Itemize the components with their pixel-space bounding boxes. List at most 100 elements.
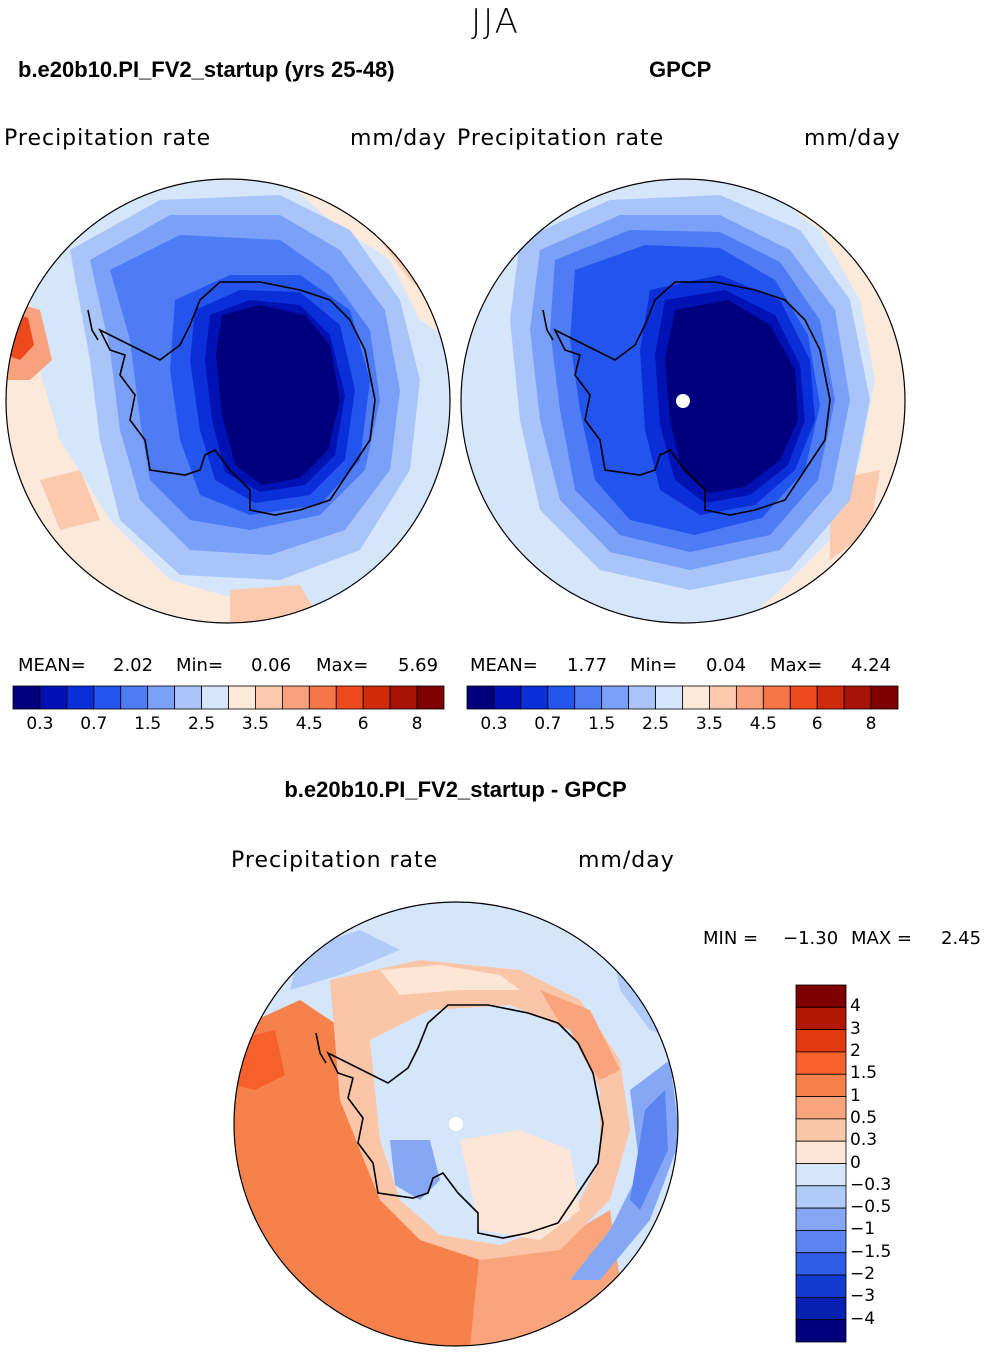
difference-colorbar-tick-label: 0.3 <box>850 1130 878 1151</box>
difference-colorbar-tick-label: 0 <box>850 1152 861 1173</box>
model-colorbar-cell <box>120 685 149 710</box>
obs-colorbar-tick-label: 0.7 <box>534 714 562 734</box>
difference-colorbar-cell <box>795 1029 847 1053</box>
obs-colorbar-cell <box>493 685 522 710</box>
model-min-label: Min= <box>176 655 224 676</box>
season-title: JJA <box>471 2 520 42</box>
obs-variable-label: Precipitation rate <box>457 126 665 151</box>
model-units-label: mm/day <box>350 126 447 151</box>
difference-colorbar-cell <box>795 1140 847 1164</box>
obs-colorbar-tick-label: 0.3 <box>480 714 508 734</box>
model-colorbar-cell <box>255 685 283 710</box>
obs-colorbar-cell <box>601 685 630 710</box>
obs-panel-title: GPCP <box>649 57 712 82</box>
model-colorbar-cell <box>281 685 310 710</box>
model-colorbar-cell <box>66 685 95 710</box>
model-mean-label: MEAN= <box>18 655 86 676</box>
difference-colorbar-cell <box>795 1185 847 1209</box>
model-colorbar-tick-label: 6 <box>357 714 369 734</box>
difference-panel-title: b.e20b10.PI_FV2_startup - GPCP <box>284 777 627 802</box>
obs-colorbar-cell <box>789 685 818 710</box>
model-colorbar-tick-label: 3.5 <box>241 714 269 734</box>
difference-colorbar-cell <box>795 1006 847 1031</box>
difference-colorbar-tick-label: −1.5 <box>850 1241 892 1262</box>
model-colorbar-cell <box>147 685 176 710</box>
difference-colorbar-cell <box>795 1319 847 1343</box>
difference-colorbar-cell <box>795 1163 847 1187</box>
obs-colorbar-cell <box>547 685 576 710</box>
difference-colorbar-cell <box>795 1230 847 1254</box>
difference-min-label: MIN = <box>703 928 759 949</box>
obs-min-value: 0.04 <box>706 655 747 676</box>
difference-units-label: mm/day <box>578 848 675 873</box>
obs-colorbar-cell <box>843 685 872 710</box>
obs-colorbar-tick-label: 3.5 <box>695 714 723 734</box>
difference-colorbar-tick-label: −3 <box>850 1286 876 1307</box>
difference-colorbar-cell <box>795 1096 847 1120</box>
model-colorbar-cell <box>308 685 337 710</box>
difference-colorbar-tick-label: −0.3 <box>850 1174 892 1195</box>
difference-colorbar-cell <box>795 984 847 1008</box>
obs-colorbar-cell <box>466 685 495 710</box>
obs-max-value: 4.24 <box>851 655 892 676</box>
obs-colorbar-tick-label: 6 <box>811 714 823 734</box>
model-colorbar-cell <box>228 685 256 710</box>
obs-precip-map <box>461 179 905 623</box>
obs-mean-label: MEAN= <box>470 655 538 676</box>
difference-colorbar-cell <box>795 1274 847 1298</box>
obs-max-label: Max= <box>770 655 823 676</box>
difference-colorbar-cell <box>795 1252 847 1276</box>
obs-colorbar-tick-label: 1.5 <box>588 714 616 734</box>
difference-colorbar-tick-label: 1.5 <box>850 1063 878 1084</box>
difference-colorbar-tick-label: −0.5 <box>850 1197 892 1218</box>
obs-colorbar-tick-label: 8 <box>865 714 877 734</box>
difference-colorbar-cell <box>795 1296 847 1321</box>
model-colorbar-tick-label: 2.5 <box>188 714 216 734</box>
obs-mean-value: 1.77 <box>567 655 608 676</box>
model-colorbar-tick-label: 8 <box>411 714 423 734</box>
model-colorbar-tick-label: 1.5 <box>134 714 162 734</box>
obs-min-label: Min= <box>630 655 678 676</box>
model-variable-label: Precipitation rate <box>4 126 212 151</box>
model-colorbar-cell <box>12 685 41 710</box>
difference-colorbar-tick-label: 0.5 <box>850 1107 878 1128</box>
model-colorbar-cell <box>389 685 418 710</box>
model-max-label: Max= <box>316 655 369 676</box>
obs-colorbar-cell <box>709 685 737 710</box>
model-colorbar-cell <box>174 685 202 710</box>
model-colorbar-cell <box>335 685 364 710</box>
difference-colorbar-tick-label: −1 <box>850 1219 876 1240</box>
obs-colorbar-cell <box>628 685 656 710</box>
difference-map-border <box>233 901 679 1347</box>
difference-colorbar-tick-label: −4 <box>850 1308 876 1329</box>
obs-units-label: mm/day <box>804 126 901 151</box>
difference-variable-label: Precipitation rate <box>231 848 439 873</box>
difference-colorbar-cell <box>795 1073 847 1097</box>
obs-colorbar-cell <box>655 685 683 710</box>
difference-colorbar-tick-label: 3 <box>850 1018 861 1039</box>
model-precip-map <box>6 179 450 623</box>
model-colorbar-tick-label: 0.3 <box>26 714 54 734</box>
model-colorbar-tick-label: 4.5 <box>295 714 323 734</box>
obs-colorbar-tick-label: 4.5 <box>749 714 777 734</box>
obs-colorbar-cell <box>574 685 603 710</box>
difference-colorbar-tick-label: −2 <box>850 1264 876 1285</box>
model-colorbar <box>12 685 445 710</box>
obs-map-border <box>460 178 906 624</box>
difference-min-value: −1.30 <box>783 928 839 949</box>
obs-colorbar-tick-label: 2.5 <box>642 714 670 734</box>
difference-colorbar-tick-label: 1 <box>850 1085 861 1106</box>
difference-colorbar-tick-label: 2 <box>850 1040 861 1061</box>
difference-colorbar-cell <box>795 1118 847 1142</box>
obs-pole-marker <box>676 394 690 408</box>
model-colorbar-cell <box>93 685 122 710</box>
obs-colorbar-cell <box>682 685 710 710</box>
difference-colorbar-tick-label: 4 <box>850 996 861 1017</box>
model-colorbar-tick-label: 0.7 <box>80 714 108 734</box>
obs-colorbar-cell <box>870 685 899 710</box>
difference-colorbar-cell <box>795 1051 847 1075</box>
model-map-border <box>5 178 451 624</box>
model-panel-title: b.e20b10.PI_FV2_startup (yrs 25-48) <box>18 57 395 82</box>
model-colorbar-cell <box>201 685 229 710</box>
